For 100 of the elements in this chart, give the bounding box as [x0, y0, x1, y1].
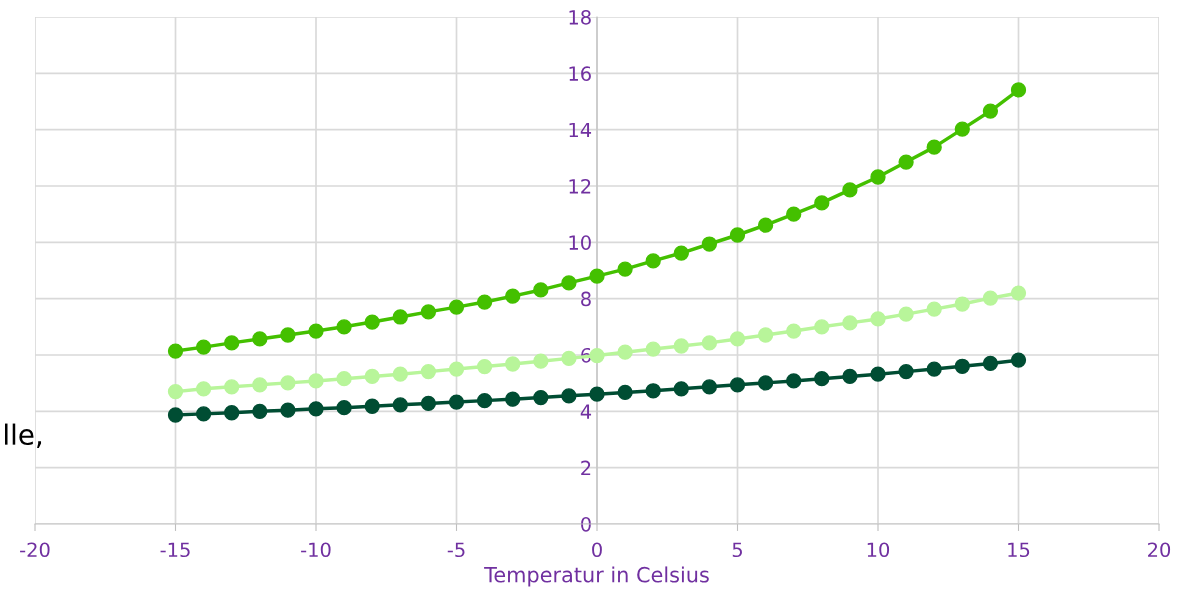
point	[926, 361, 942, 377]
point	[224, 405, 240, 421]
point	[786, 206, 802, 222]
y-tick-label: 2	[581, 460, 591, 476]
point	[898, 363, 914, 380]
point	[954, 121, 970, 137]
point	[842, 315, 858, 331]
point	[448, 361, 465, 377]
x-tick-label: -20	[20, 542, 50, 558]
point	[336, 371, 352, 387]
point	[252, 331, 268, 347]
x-tick-label: -15	[160, 542, 190, 558]
annotation: lle,	[5, 423, 42, 448]
x-tick-label: 10	[867, 542, 890, 558]
point	[729, 331, 746, 347]
y-tick-label: 8	[581, 291, 591, 307]
point	[954, 358, 970, 374]
point	[195, 406, 212, 422]
point	[533, 389, 549, 406]
point	[757, 375, 774, 391]
point	[476, 392, 493, 409]
point	[814, 319, 830, 335]
point	[252, 377, 268, 393]
point	[954, 296, 970, 312]
point	[814, 371, 830, 387]
point	[448, 299, 465, 315]
point	[673, 245, 689, 261]
point	[701, 335, 718, 351]
point	[392, 309, 408, 325]
point	[701, 236, 718, 252]
x-axis-title: Temperatur in Celsius	[484, 566, 709, 587]
point	[167, 407, 184, 423]
x-tick-label: 5	[732, 542, 742, 558]
point	[308, 323, 324, 339]
y-tick-label: 12	[569, 178, 591, 194]
x-tick-label: 20	[1148, 542, 1171, 558]
point	[589, 386, 605, 402]
point	[533, 282, 549, 298]
point	[1010, 285, 1027, 301]
point	[1010, 82, 1027, 98]
point	[561, 350, 577, 367]
point	[392, 366, 408, 382]
point	[617, 261, 633, 277]
point	[364, 314, 380, 330]
point	[505, 391, 521, 407]
x-tick-label: 15	[1008, 542, 1030, 558]
point	[336, 319, 352, 335]
point	[252, 403, 268, 419]
point	[842, 182, 858, 198]
point	[561, 275, 577, 291]
point	[476, 358, 493, 375]
point	[617, 344, 633, 360]
y-tick-label: 0	[581, 516, 591, 532]
x-tick-label: 0	[592, 542, 602, 558]
point	[870, 169, 886, 185]
point	[982, 103, 999, 119]
point	[870, 366, 886, 382]
point	[870, 311, 886, 327]
point	[505, 356, 521, 372]
point	[308, 373, 324, 389]
point	[195, 381, 212, 397]
point	[280, 327, 296, 343]
point	[898, 154, 914, 170]
point	[701, 379, 718, 395]
point	[926, 301, 942, 317]
point	[561, 388, 577, 404]
point	[673, 381, 689, 397]
y-tick-label: 16	[569, 66, 591, 81]
point	[308, 401, 324, 417]
point	[786, 373, 802, 389]
point	[364, 398, 380, 414]
point	[476, 294, 493, 310]
x-tick-label: -5	[447, 542, 465, 558]
point	[1010, 352, 1027, 368]
point	[448, 394, 465, 410]
point	[420, 395, 437, 412]
point	[195, 339, 212, 355]
y-tick-label: 4	[580, 404, 592, 419]
point	[757, 217, 774, 233]
point	[280, 402, 296, 418]
point	[167, 383, 184, 400]
point	[645, 383, 661, 399]
point	[729, 377, 746, 393]
point	[364, 368, 380, 385]
y-tick-label: 18	[569, 9, 591, 25]
point	[336, 400, 352, 416]
point	[814, 195, 830, 211]
point	[420, 363, 437, 380]
point	[729, 227, 746, 243]
point	[673, 338, 689, 354]
y-tick-label: 14	[569, 122, 592, 138]
point	[420, 304, 437, 320]
point	[645, 253, 661, 269]
point	[898, 306, 914, 322]
point	[645, 341, 661, 357]
point	[982, 290, 999, 306]
point	[392, 397, 408, 413]
point	[505, 288, 521, 304]
x-tick-label: -10	[301, 542, 331, 558]
y-tick-label: 10	[569, 235, 591, 250]
